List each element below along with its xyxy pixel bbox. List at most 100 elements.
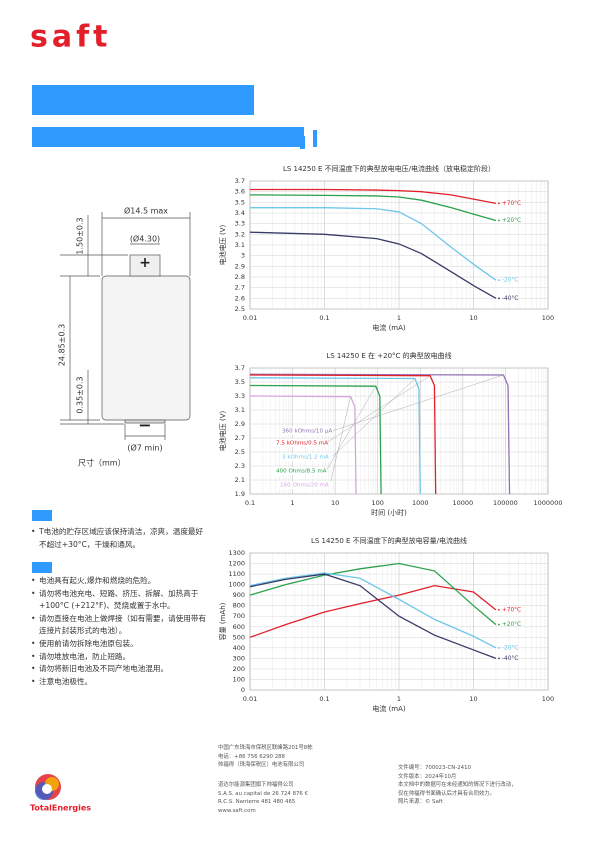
- x-axis-label: 电流 (mA): [372, 323, 406, 332]
- y-tick-label: 3.7: [235, 177, 245, 185]
- footer-line: 帅福得（珠海保税区）电池有限公司: [218, 762, 305, 769]
- y-tick-label: 3.7: [235, 364, 245, 372]
- x-tick-label: 1: [397, 695, 401, 703]
- x-tick-label: 1: [397, 314, 401, 322]
- y-tick-label: 3.3: [235, 392, 245, 400]
- dim-label: 1.50±0.3: [76, 217, 85, 254]
- bullet: T电池的贮存区域应该保持清洁，凉爽，温度最好不超过+30°C，干燥和通风。: [31, 526, 208, 551]
- x-tick-label: 1000000: [534, 499, 563, 507]
- footer-line: S.A.S. au capital de 26 724 876 €: [218, 790, 308, 797]
- legend-dot: [498, 646, 500, 649]
- chart-title: LS 14250 E 在 +20°C 的典型放电曲线: [326, 351, 451, 360]
- y-tick-label: 2.9: [235, 420, 245, 428]
- bullet: 请勿将电池充电、短路、挤压、拆解、加热高于+100°C (+212°F)、焚烧或…: [31, 588, 208, 613]
- legend-bg: [281, 453, 333, 461]
- footer-line: 文件版本：2024年10月: [398, 773, 457, 780]
- x-tick-label: 10: [469, 314, 477, 322]
- brand-name: TotalEnergies: [30, 804, 91, 813]
- y-tick-label: 600: [233, 623, 245, 631]
- storage-section: T电池的贮存区域应该保持清洁，凉爽，温度最好不超过+30°C，干燥和通风。: [30, 526, 208, 551]
- legend-label: 360 kOhms/10 µA: [282, 429, 332, 435]
- y-tick-label: 3.3: [235, 220, 245, 228]
- legend-leader: [325, 375, 431, 444]
- subtitle-bar-tail: [313, 130, 317, 147]
- y-axis-label: 电池电压 (V): [218, 410, 227, 451]
- legend-dot: [498, 279, 500, 282]
- footer-line: 电话：+86 756 6290 288: [218, 753, 285, 760]
- y-tick-label: 2.6: [235, 294, 245, 302]
- battery-drawing: [60, 212, 191, 440]
- y-tick-label: 2.8: [235, 273, 245, 281]
- footer-line: 照片来源：© Saft: [398, 799, 443, 806]
- footer-line: 道达尔能源集团旗下帅福得公司: [218, 782, 294, 788]
- plus-sign: +: [139, 255, 151, 271]
- legend-label: 400 Ohms/8.5 mA: [276, 469, 327, 475]
- x-tick-label: 0.1: [319, 314, 329, 322]
- y-tick-label: 2.3: [235, 462, 245, 470]
- series-line: [250, 207, 497, 281]
- legend-label: 7.5 kOhms/0.5 mA: [276, 441, 328, 447]
- y-tick-label: 1100: [228, 570, 245, 578]
- title-bar: [32, 85, 254, 115]
- legend-dot: [498, 297, 500, 300]
- y-tick-label: 1000: [228, 581, 245, 589]
- x-tick-label: 1: [291, 499, 295, 507]
- y-tick-label: 2.1: [235, 476, 245, 484]
- series-line: [249, 194, 497, 222]
- y-tick-label: 2.7: [235, 284, 245, 292]
- logo: saft: [30, 20, 112, 55]
- y-axis-label: 电池电压 (V): [218, 224, 227, 265]
- footer-line: R.C.S. Nanterre 481 480 465: [218, 799, 296, 806]
- legend-label: +20°C: [502, 622, 521, 628]
- legend-dot: [498, 202, 500, 205]
- chart-title: LS 14250 E 不同温度下的典型放电容量/电流曲线: [311, 536, 467, 545]
- legend-label: -20°C: [502, 278, 518, 284]
- series-line: [249, 585, 497, 638]
- bullet: 请勿将新旧电池及不同产地电池混用。: [31, 663, 208, 676]
- footer-line: 仅在帅福得书面确认后才具有合同效力。: [398, 790, 496, 797]
- section-header: [32, 510, 52, 521]
- legend-dot: [498, 609, 500, 611]
- footer-line: 本文档中的数据可在未经通知的情况下进行改动，: [398, 782, 517, 789]
- x-tick-label: 100: [372, 499, 384, 507]
- y-tick-label: 2.9: [235, 262, 245, 270]
- series-line: [250, 188, 497, 205]
- dim-label: (Ø7 min): [127, 443, 162, 453]
- series-line: [249, 572, 497, 649]
- series-line: [249, 373, 511, 495]
- x-tick-label: 100000: [493, 499, 518, 507]
- y-tick-label: 800: [233, 602, 245, 610]
- y-tick-label: 3.2: [235, 230, 245, 238]
- series-line: [249, 374, 437, 495]
- y-tick-label: 500: [233, 633, 245, 641]
- x-tick-label: 0.1: [245, 499, 255, 507]
- subtitle-bar-tail: [300, 136, 305, 149]
- y-tick-label: 2.5: [235, 448, 245, 456]
- dim-label: 0.35±0.3: [76, 376, 85, 413]
- series-line: [249, 562, 497, 626]
- legend-leader: [325, 386, 376, 472]
- bullet: 使用前请勿拆除电池原包装。: [31, 638, 208, 651]
- footer-doc: 文件编号：700023-CN-2410 文件版本：2024年10月 本文档中的数据可…: [398, 764, 517, 807]
- y-tick-label: 300: [233, 654, 245, 662]
- legend-label: 3 kOhms/1.2 mA: [282, 455, 329, 461]
- dim-label: Ø14.5 max: [124, 206, 168, 216]
- legend-bg: [275, 439, 327, 447]
- y-tick-label: 100: [233, 675, 245, 683]
- legend-leader: [331, 374, 504, 432]
- legend-label: +20°C: [502, 218, 521, 224]
- x-tick-label: 0.01: [243, 695, 257, 703]
- legend-leader: [329, 396, 351, 486]
- y-tick-label: 700: [233, 612, 245, 620]
- footer-line: www.saft.com: [218, 807, 256, 814]
- series-line: [249, 231, 497, 299]
- bullet: 请勿堆放电池，防止短路。: [31, 651, 208, 664]
- legend-label: -20°C: [502, 645, 518, 651]
- x-tick-label: 10: [469, 695, 477, 703]
- y-tick-label: 1.9: [235, 490, 245, 498]
- y-tick-label: 1200: [228, 560, 245, 568]
- legend-leader: [331, 378, 416, 458]
- y-tick-label: 400: [233, 644, 245, 652]
- footer-address: 中国广东珠海市保税区联峰路201号8栋 电话：+86 756 6290 288 帅福…: [218, 744, 313, 770]
